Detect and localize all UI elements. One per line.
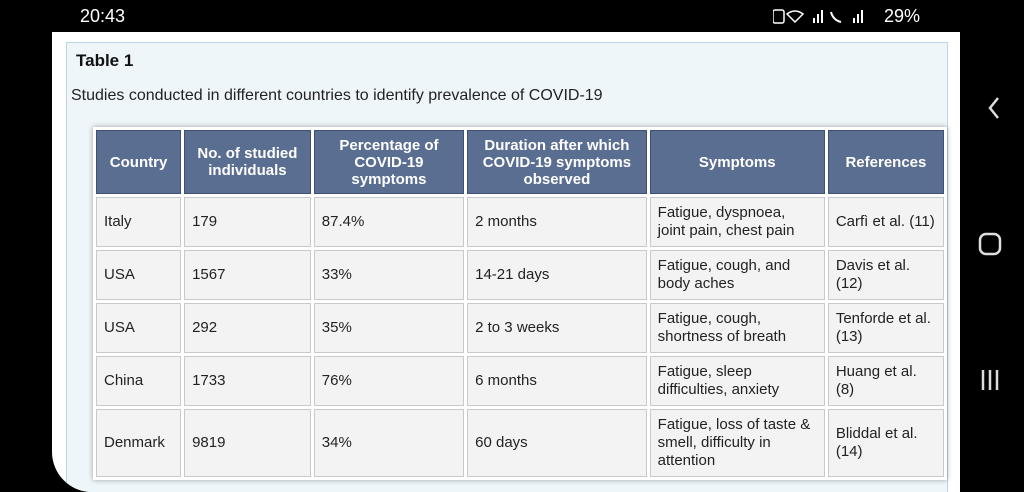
table-row: China 1733 76% 6 months Fatigue, sleep diffi… xyxy=(96,356,944,406)
status-icons xyxy=(773,9,863,24)
column-header: Percentage of COVID-19 symptoms xyxy=(313,130,465,194)
table-cell: Huang et al. (8) xyxy=(827,356,944,406)
table-title: Table 1 xyxy=(76,51,134,70)
table-cell: China xyxy=(96,356,182,406)
table-cell: 1567 xyxy=(184,250,311,300)
table-cell: Denmark xyxy=(96,409,182,477)
status-time: 20:43 xyxy=(80,6,126,26)
column-header: Symptoms xyxy=(649,130,825,194)
table-cell: 14-21 days xyxy=(467,250,647,300)
table-cell: Fatigue, sleep difficulties, anxiety xyxy=(649,356,825,406)
table-cell: Fatigue, loss of taste & smell, difficul… xyxy=(649,409,825,477)
table-cell: 35% xyxy=(313,303,465,353)
table-cell: Fatigue, cough, shortness of breath xyxy=(649,303,825,353)
table-cell: 60 days xyxy=(467,409,647,477)
data-table: Country No. of studied individuals Percent… xyxy=(93,127,947,480)
table-cell: 1733 xyxy=(184,356,311,406)
table-row: Denmark 9819 34% 60 days Fatigue, loss of ta… xyxy=(96,409,944,477)
table-cell: Davis et al. (12) xyxy=(827,250,944,300)
table-row: USA 292 35% 2 to 3 weeks Fatigue, cough, sho… xyxy=(96,303,944,353)
home-button[interactable] xyxy=(978,232,1002,256)
table-row: Italy 179 87.4% 2 months Fatigue, dyspnoea, … xyxy=(96,197,944,247)
table-cell: 6 months xyxy=(467,356,647,406)
table-cell: 76% xyxy=(313,356,465,406)
table-cell: USA xyxy=(96,303,182,353)
column-header: References xyxy=(827,130,944,194)
content: Table 1 Studies conducted in different c… xyxy=(52,32,960,492)
status-battery: 29% xyxy=(884,6,921,26)
column-header: No. of studied individuals xyxy=(184,130,311,194)
table-cell: 87.4% xyxy=(313,197,465,247)
table-cell: Italy xyxy=(96,197,182,247)
back-button[interactable] xyxy=(988,97,999,119)
table-cell: Tenforde et al. (13) xyxy=(827,303,944,353)
table-cell: Fatigue, cough, and body aches xyxy=(649,250,825,300)
table-caption: Studies conducted in different countries… xyxy=(71,87,603,104)
table-cell: 2 to 3 weeks xyxy=(467,303,647,353)
table-cell: Fatigue, dyspnoea, joint pain, chest pai… xyxy=(649,197,825,247)
column-header: Duration after which COVID-19 symptoms o… xyxy=(467,130,647,194)
table-box: Table 1 Studies conducted in different c… xyxy=(66,42,948,492)
column-header: Country xyxy=(96,130,182,194)
table-row: USA 1567 33% 14-21 days Fatigue, cough, and … xyxy=(96,250,944,300)
table-cell: 9819 xyxy=(184,409,311,477)
table-cell: 33% xyxy=(313,250,465,300)
table-cell: 292 xyxy=(184,303,311,353)
recents-button[interactable] xyxy=(981,370,999,390)
table-cell: Carfì et al. (11) xyxy=(827,197,944,247)
table-cell: 2 months xyxy=(467,197,647,247)
table-cell: 179 xyxy=(184,197,311,247)
table-cell: Bliddal et al. (14) xyxy=(827,409,944,477)
nav-bar xyxy=(978,97,1002,390)
table-cell: 34% xyxy=(313,409,465,477)
table-cell: USA xyxy=(96,250,182,300)
